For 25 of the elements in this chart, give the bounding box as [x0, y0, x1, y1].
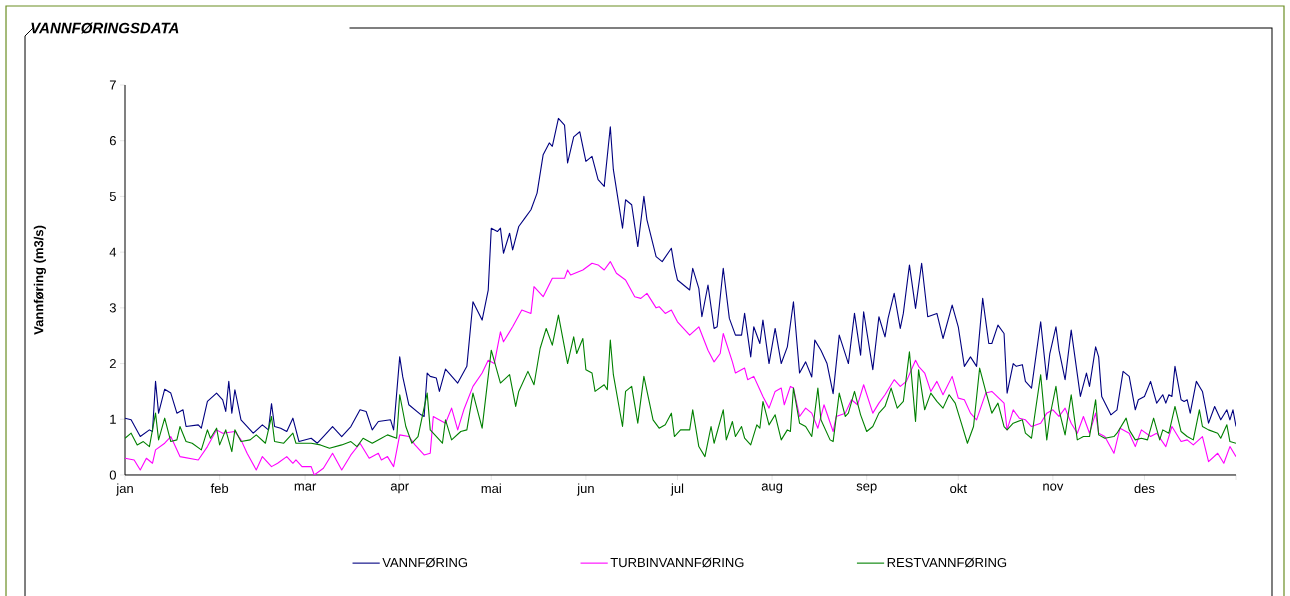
- y-tick-label: 3: [109, 303, 116, 313]
- chart-title: VANNFØRINGSDATA: [31, 22, 179, 34]
- y-tick-label: 1: [110, 414, 116, 424]
- x-tick-label: apr: [390, 483, 409, 494]
- y-tick-label: 2: [109, 359, 116, 369]
- x-tick-label: feb: [210, 483, 229, 494]
- x-tick-label: aug: [761, 483, 783, 494]
- x-tick-label: des: [1134, 483, 1155, 494]
- y-tick-label: 5: [109, 191, 116, 201]
- x-tick-label: jul: [670, 483, 684, 496]
- x-tick-label: jan: [116, 483, 133, 496]
- legend-label: VANNFØRING: [382, 557, 468, 568]
- y-tick-label: 4: [109, 247, 117, 257]
- legend-label: RESTVANNFØRING: [887, 557, 1007, 568]
- y-tick-label: 0: [109, 470, 116, 480]
- x-tick-label: nov: [1043, 483, 1064, 491]
- legend-label: TURBINVANNFØRING: [610, 557, 744, 568]
- x-tick-label: sep: [856, 483, 877, 494]
- y-tick-label: 6: [109, 136, 116, 146]
- y-axis-title: Vannføring (m3/s): [33, 225, 46, 335]
- x-tick-label: jun: [576, 483, 594, 496]
- y-tick-label: 7: [109, 80, 116, 90]
- x-tick-label: mar: [294, 483, 317, 491]
- x-tick-label: okt: [950, 483, 967, 494]
- x-tick-label: mai: [481, 483, 501, 494]
